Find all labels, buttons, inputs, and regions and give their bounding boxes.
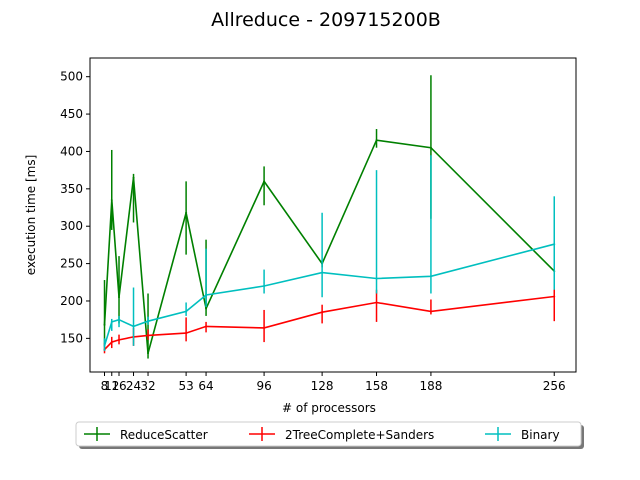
plot-marks — [103, 75, 556, 359]
y-tick-label: 200 — [60, 294, 83, 308]
data-point — [103, 344, 106, 347]
data-point — [118, 318, 121, 321]
x-tick-label: 96 — [256, 379, 271, 393]
data-point — [147, 320, 150, 323]
series-1 — [103, 286, 556, 354]
data-point — [263, 326, 266, 329]
x-tick-label: 12 — [104, 379, 119, 393]
data-point — [263, 285, 266, 288]
series-line — [103, 295, 555, 351]
data-point — [375, 139, 378, 142]
x-axis-label: # of processors — [282, 401, 376, 415]
data-point — [429, 275, 432, 278]
data-point — [132, 325, 135, 328]
data-point — [110, 341, 113, 344]
y-tick-label: 350 — [60, 182, 83, 196]
data-point — [132, 176, 135, 179]
x-tick-label: 16 — [111, 379, 126, 393]
data-point — [110, 199, 113, 202]
plot-frame — [89, 57, 577, 373]
y-axis: 150 200 250 300 350 400 450 500 — [60, 70, 90, 345]
data-point — [553, 295, 556, 298]
y-tick-label: 250 — [60, 257, 83, 271]
data-point — [205, 325, 208, 328]
data-point — [375, 301, 378, 304]
series-2 — [103, 155, 556, 352]
data-point — [205, 307, 208, 310]
data-point — [118, 296, 121, 299]
x-tick-label: 256 — [543, 379, 566, 393]
x-tick-label: 8 — [101, 379, 109, 393]
legend-label: Binary — [521, 428, 560, 442]
series-line — [103, 243, 555, 347]
legend-box — [75, 421, 582, 447]
legend-item: 2TreeComplete+Sanders — [249, 427, 434, 442]
chart-title: Allreduce - 209715200B — [211, 9, 441, 31]
legend-label: ReduceScatter — [120, 428, 208, 442]
data-point — [110, 320, 113, 323]
data-point — [205, 293, 208, 296]
legend-item: Binary — [485, 427, 560, 442]
x-tick-label: 32 — [140, 379, 155, 393]
series-line — [103, 139, 555, 354]
data-point — [185, 310, 188, 313]
data-point — [321, 311, 324, 314]
data-point — [553, 243, 556, 246]
x-tick-label: 53 — [178, 379, 193, 393]
data-point — [429, 146, 432, 149]
y-tick-label: 400 — [60, 144, 83, 158]
data-point — [147, 352, 150, 355]
y-tick-label: 300 — [60, 219, 83, 233]
y-tick-label: 500 — [60, 70, 83, 84]
data-point — [185, 211, 188, 214]
data-point — [118, 338, 121, 341]
data-point — [263, 180, 266, 183]
y-tick-label: 150 — [60, 331, 83, 345]
legend-item: ReduceScatter — [84, 427, 208, 442]
x-tick-label: 128 — [311, 379, 334, 393]
x-tick-label: 64 — [198, 379, 213, 393]
x-tick-label: 24 — [126, 379, 141, 393]
data-point — [429, 310, 432, 313]
data-point — [375, 277, 378, 280]
data-point — [321, 271, 324, 274]
x-tick-label: 188 — [419, 379, 442, 393]
y-tick-label: 450 — [60, 107, 83, 121]
data-point — [185, 332, 188, 335]
legend: ReduceScatter 2TreeComplete+Sanders Binary — [75, 421, 584, 449]
legend-label: 2TreeComplete+Sanders — [285, 428, 434, 442]
data-point — [147, 334, 150, 337]
x-tick-label: 158 — [365, 379, 388, 393]
y-axis-label: execution time [ms] — [24, 155, 38, 276]
data-point — [103, 323, 106, 326]
